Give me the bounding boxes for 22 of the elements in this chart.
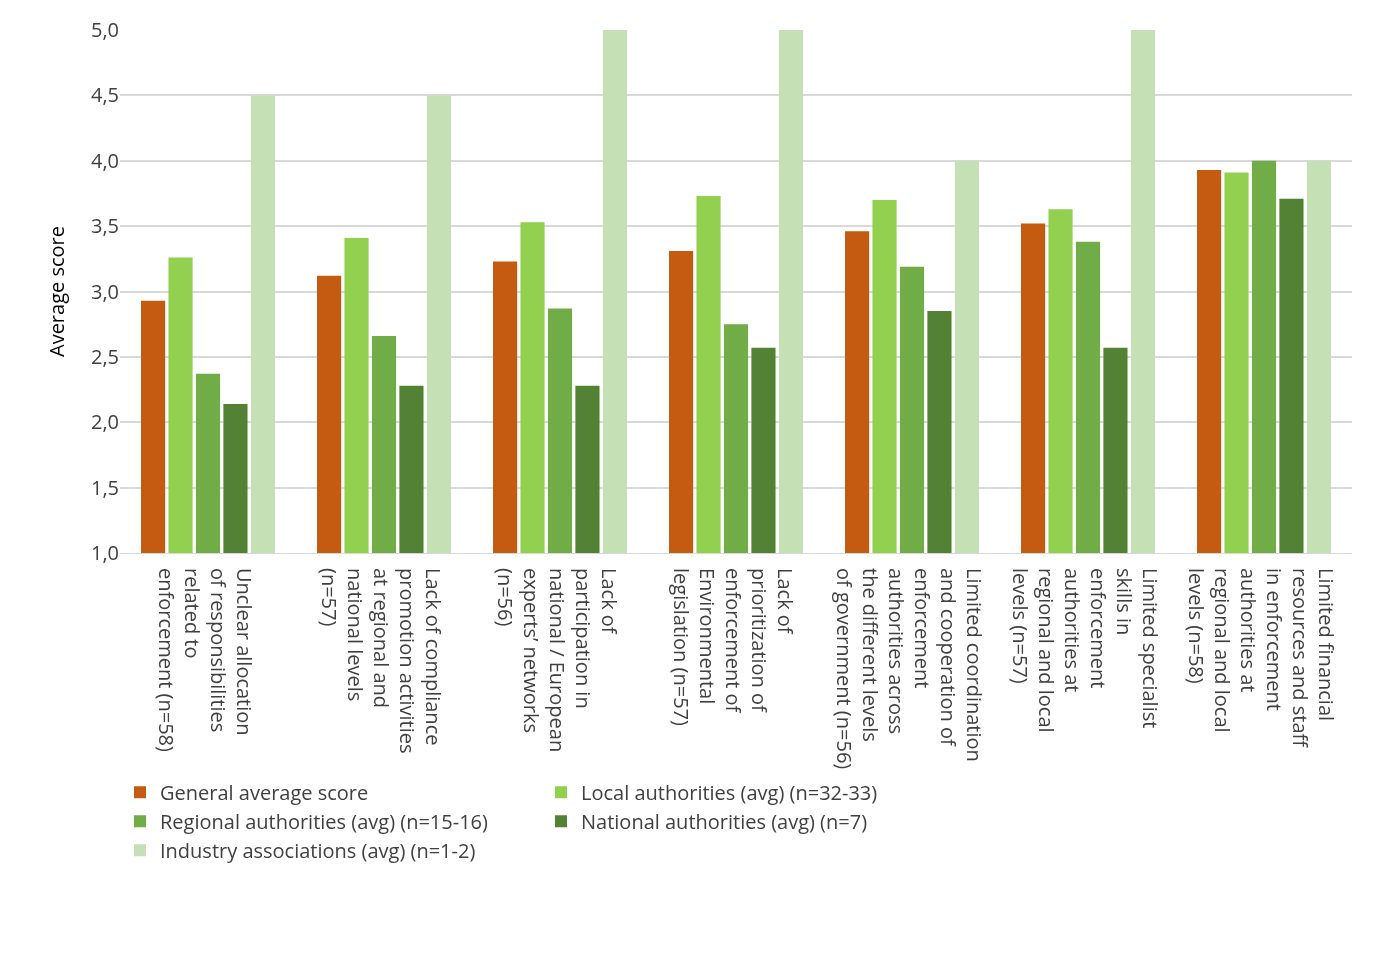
y-axis-title: Average score <box>43 226 71 357</box>
legend-label: Regional authorities (avg) (n=15-16) <box>160 807 489 835</box>
y-tick-label: 1,5 <box>90 473 119 501</box>
x-tick-label: Limited financial resources and staff in enforcement authorities at regional and local levels (n=58) <box>1183 568 1340 749</box>
y-tick-label: 3,0 <box>90 277 119 305</box>
legend-label: Local authorities (avg) (n=32-33) <box>581 778 878 806</box>
legend-label: Industry associations (avg) (n=1-2) <box>160 836 476 864</box>
y-tick-label: 3,5 <box>90 212 119 240</box>
y-tick-label: 4,0 <box>90 146 119 174</box>
x-tick-label: Limited specialist skills in enforcement authorities at regional and local levels (n=57) <box>1007 568 1164 733</box>
legend-label: General average score <box>160 778 369 806</box>
y-tick-label: 5,0 <box>90 16 119 43</box>
y-tick-label: 2,0 <box>90 408 119 436</box>
y-tick-label: 4,5 <box>90 81 119 109</box>
x-tick-label: Unclear allocation of responsibilities related to enforcement (n=58) <box>153 568 258 753</box>
x-tick-label: Lack of prioritization of enforcement of Environmental legislation (n=57) <box>668 568 799 727</box>
x-tick-label: Lack of participation in national / European experts’ networks (n=56) <box>492 568 623 753</box>
x-tick-label: Lack of compliance promotion activities at regional and national levels (n=57) <box>316 568 447 754</box>
legend-label: National authorities (avg) (n=7) <box>581 807 868 835</box>
y-tick-label: 2,5 <box>90 342 119 370</box>
y-tick-label: 1,0 <box>90 539 119 566</box>
x-tick-label: Limited coordination and cooperation of enforcement authorities across the different levels of government (n=56) <box>831 568 988 770</box>
